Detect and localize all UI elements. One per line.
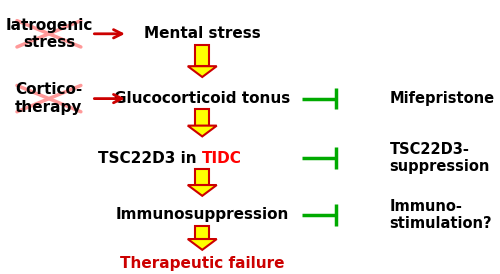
Text: Cortico-
therapy: Cortico- therapy [15,82,82,115]
Polygon shape [188,125,216,136]
Text: Mifepristone: Mifepristone [390,91,495,106]
Text: Iatrogenic
stress: Iatrogenic stress [5,18,92,50]
Text: Mental stress: Mental stress [144,26,260,41]
Polygon shape [196,109,209,125]
Polygon shape [188,185,216,196]
Text: Immuno-
stimulation?: Immuno- stimulation? [390,199,492,231]
Polygon shape [196,169,209,185]
Polygon shape [196,45,209,66]
Polygon shape [196,226,209,239]
Text: TIDC: TIDC [202,150,242,165]
Text: Therapeutic failure: Therapeutic failure [120,256,284,271]
Polygon shape [188,239,216,250]
Text: Glucocorticoid tonus: Glucocorticoid tonus [114,91,290,106]
Text: TSC22D3 in: TSC22D3 in [98,150,202,165]
Text: Immunosuppression: Immunosuppression [116,207,289,222]
Text: TSC22D3-
suppression: TSC22D3- suppression [390,142,490,174]
Polygon shape [188,66,216,77]
